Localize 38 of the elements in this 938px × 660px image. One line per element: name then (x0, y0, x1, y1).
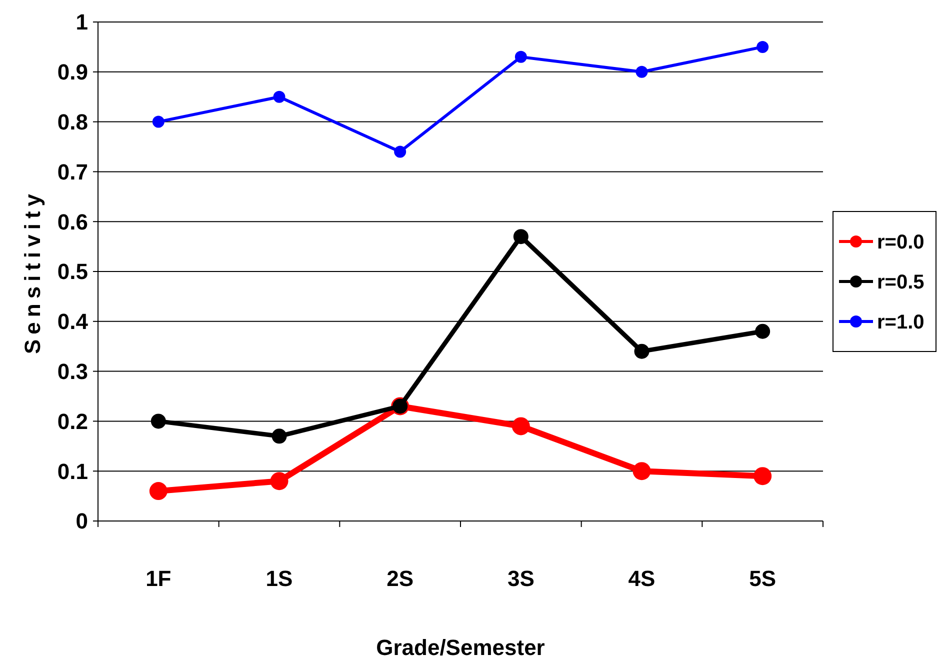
point (152, 116, 164, 128)
y-tick-label: 0.4 (57, 309, 89, 334)
y-tick-label: 0.1 (57, 458, 88, 484)
legend-label: r=0.0 (877, 232, 924, 254)
y-tick-label: 0.7 (57, 159, 88, 184)
legend-label: r=1.0 (877, 312, 924, 334)
x-tick-label: 3S (507, 566, 534, 591)
point (632, 462, 651, 480)
point (394, 146, 406, 158)
x-axis-title: Grade/Semester (376, 635, 546, 660)
point (514, 50, 527, 63)
legend-label: r=0.5 (877, 272, 924, 294)
y-tick-label: 0.2 (57, 408, 88, 434)
point (150, 414, 166, 429)
x-tick-label: 2S (386, 566, 414, 591)
point (149, 482, 168, 500)
y-axis-title: Sensitivity (20, 188, 45, 354)
y-tick-label: 0.6 (57, 209, 88, 234)
point (636, 66, 648, 78)
x-tick-label: 5S (749, 566, 776, 591)
y-tick-label: 0.9 (57, 60, 88, 85)
y-tick-label: 1 (76, 10, 88, 35)
point (512, 417, 530, 436)
y-tick-label: 0.8 (57, 110, 88, 134)
x-tick-label: 1S (266, 566, 293, 591)
point (754, 467, 772, 486)
point (756, 40, 769, 53)
x-tick-label: 1F (146, 566, 172, 591)
y-tick-label: 0.3 (57, 359, 88, 384)
point (513, 229, 528, 244)
point (272, 428, 287, 444)
point (755, 324, 770, 339)
x-tick-label: 4S (628, 566, 656, 591)
point (273, 90, 286, 103)
y-tick-label: 0 (76, 508, 88, 534)
y-tick-label: 0.5 (57, 259, 88, 284)
point (270, 472, 288, 490)
point (634, 344, 650, 359)
